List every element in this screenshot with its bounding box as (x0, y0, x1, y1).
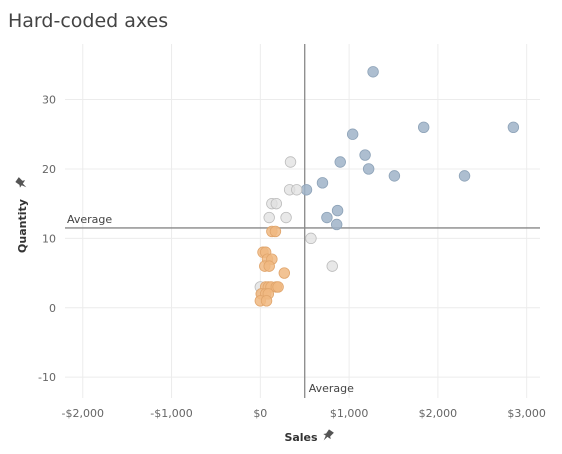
x-tick-label: $1,000 (330, 407, 369, 420)
data-point[interactable] (507, 121, 520, 133)
reference-lines: Average Average (65, 44, 540, 398)
data-point[interactable] (280, 211, 292, 224)
y-tick-label: 30 (42, 94, 56, 107)
y-axis-pin-icon[interactable] (14, 176, 29, 190)
data-point[interactable] (346, 128, 359, 140)
x-axis-pin-icon[interactable] (320, 428, 334, 443)
data-point[interactable] (321, 211, 333, 224)
data-point[interactable] (284, 156, 297, 168)
x-tick-label: -$1,000 (150, 407, 192, 420)
data-point[interactable] (330, 218, 343, 231)
x-tick-label: -$2,000 (62, 407, 104, 420)
x-axis-ticks: -$2,000 -$1,000 $0 $1,000 $2,000 $3,000 (62, 407, 546, 420)
data-point[interactable] (316, 177, 329, 189)
x-tick-label: $0 (253, 407, 267, 420)
data-point[interactable] (305, 232, 317, 245)
x-average-label: Average (309, 382, 354, 395)
data-point[interactable] (278, 267, 290, 279)
y-tick-label: 20 (42, 163, 56, 176)
data-point[interactable] (263, 260, 275, 272)
y-axis-label: Quantity (16, 199, 29, 253)
x-axis-label: Sales (284, 431, 318, 444)
x-tick-label: $3,000 (507, 407, 546, 420)
data-point[interactable] (367, 66, 379, 78)
x-tick-label: $2,000 (419, 407, 458, 420)
data-point[interactable] (334, 156, 346, 168)
data-point[interactable] (263, 211, 275, 224)
y-tick-label: -10 (38, 371, 56, 384)
data-point[interactable] (331, 204, 344, 217)
data-point[interactable] (269, 225, 282, 238)
y-tick-label: 0 (49, 302, 56, 315)
data-point[interactable] (272, 281, 284, 293)
y-axis-ticks: 30 20 10 0 -10 (38, 94, 56, 385)
gridlines (65, 44, 540, 398)
data-point[interactable] (388, 170, 401, 182)
data-point[interactable] (270, 197, 283, 210)
chart-title: Hard-coded axes (8, 10, 169, 32)
data-point[interactable] (417, 121, 430, 133)
data-point[interactable] (359, 149, 371, 161)
data-point[interactable] (291, 184, 303, 196)
data-point[interactable] (300, 184, 313, 196)
data-point[interactable] (458, 170, 471, 182)
y-tick-label: 10 (42, 232, 56, 245)
data-point[interactable] (362, 163, 375, 175)
y-average-label: Average (67, 213, 112, 226)
data-point[interactable] (326, 260, 338, 272)
data-points (254, 66, 520, 307)
data-point[interactable] (260, 295, 273, 307)
